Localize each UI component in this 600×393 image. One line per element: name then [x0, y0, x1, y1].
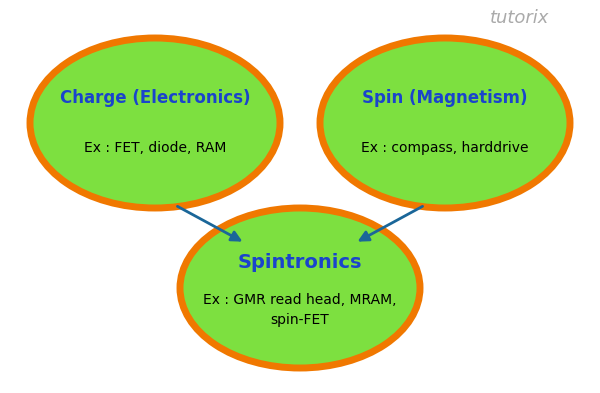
Text: Ex : FET, diode, RAM: Ex : FET, diode, RAM	[84, 141, 226, 155]
Text: Spintronics: Spintronics	[238, 253, 362, 272]
Ellipse shape	[30, 38, 280, 208]
Text: Charge (Electronics): Charge (Electronics)	[60, 89, 250, 107]
Ellipse shape	[320, 38, 570, 208]
Text: tutorix: tutorix	[490, 9, 550, 27]
Text: Spin (Magnetism): Spin (Magnetism)	[362, 89, 528, 107]
Ellipse shape	[180, 208, 420, 368]
Text: Ex : compass, harddrive: Ex : compass, harddrive	[361, 141, 529, 155]
Text: Ex : GMR read head, MRAM,
spin-FET: Ex : GMR read head, MRAM, spin-FET	[203, 293, 397, 327]
